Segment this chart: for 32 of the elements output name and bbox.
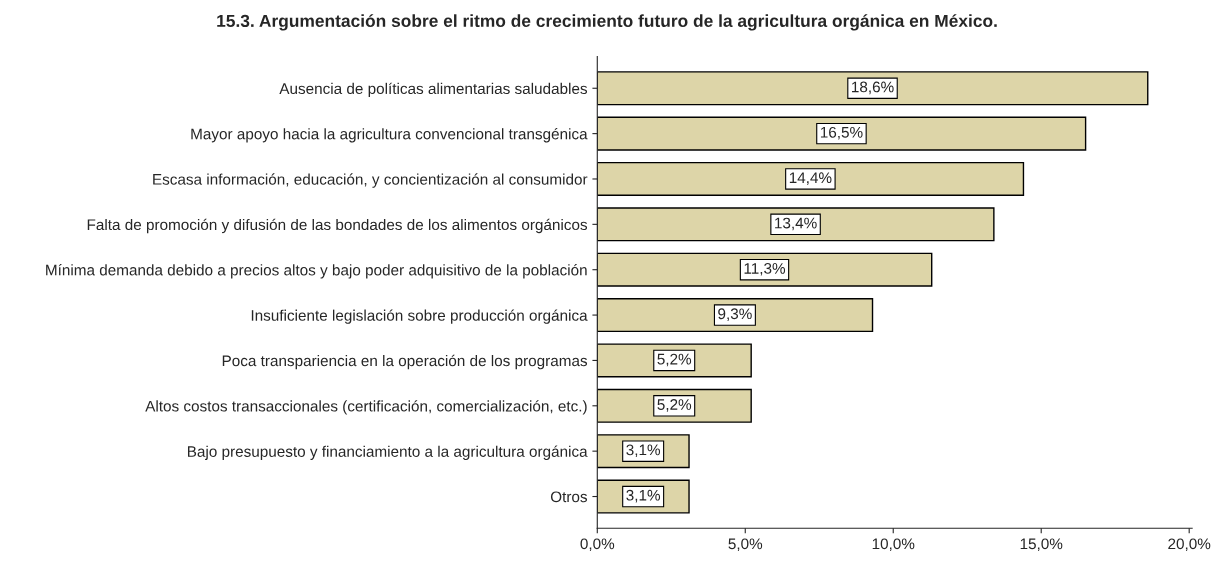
data-label: 18,6% bbox=[852, 81, 894, 95]
x-tick-label: 20,0% bbox=[1168, 538, 1211, 552]
data-label: 14,4% bbox=[789, 172, 832, 185]
x-tick-label: 15,0% bbox=[1020, 538, 1063, 552]
y-tick-label: Bajo presupuesto y financiamiento a la agricultura orgánica bbox=[187, 445, 588, 460]
y-tick-label: Escasa información, educación, y concientización al consumidor bbox=[153, 173, 588, 188]
bar bbox=[597, 252, 933, 287]
data-label: 13,4% bbox=[775, 217, 817, 231]
x-tick-label: 0,0% bbox=[580, 538, 615, 552]
y-tick-label: Poca transpariencia en la operación de los programas bbox=[222, 354, 588, 370]
y-tick-label: Insuficiente legislación sobre producción orgánica bbox=[251, 309, 588, 324]
bar bbox=[597, 161, 1025, 197]
chart-title: 15.3. Argumentación sobre el ritmo de crecimiento futuro de la agricultura orgánica en México. bbox=[217, 14, 997, 31]
bar bbox=[597, 298, 874, 333]
y-tick-label: Falta de promoción y difusión de las bondades de los alimentos orgánicos bbox=[87, 218, 588, 234]
data-label: 16,5% bbox=[820, 126, 863, 140]
bar bbox=[597, 71, 1149, 106]
bar bbox=[597, 116, 1087, 151]
y-tick-label: Otros bbox=[550, 491, 588, 503]
y-tick-label: Mayor apoyo hacia la agricultura convencional transgénica bbox=[191, 127, 588, 143]
data-label: 9,3% bbox=[718, 308, 752, 321]
data-label: 5,2% bbox=[657, 399, 692, 412]
x-tick-label: 10,0% bbox=[872, 538, 915, 552]
y-tick-label: Altos costos transaccionales (certificación, comercialización, etc.) bbox=[145, 400, 587, 415]
x-tick-label: 5,0% bbox=[728, 538, 763, 552]
data-label: 3,1% bbox=[626, 489, 661, 503]
bar bbox=[597, 207, 995, 242]
data-label: 5,2% bbox=[657, 353, 692, 367]
y-tick-label: Mínima demanda debido a precios altos y bajo poder adquisitivo de la población bbox=[46, 264, 587, 279]
data-label: 11,3% bbox=[744, 262, 786, 276]
data-label: 3,1% bbox=[626, 444, 661, 458]
y-tick-label: Ausencia de políticas alimentarias saludables bbox=[279, 82, 588, 98]
